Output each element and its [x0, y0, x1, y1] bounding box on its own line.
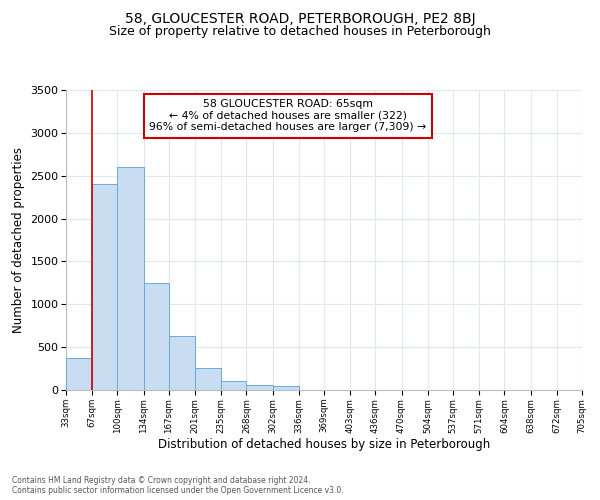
Text: 58, GLOUCESTER ROAD, PETERBOROUGH, PE2 8BJ: 58, GLOUCESTER ROAD, PETERBOROUGH, PE2 8… [125, 12, 475, 26]
Bar [247, 386, 272, 390]
Text: 58 GLOUCESTER ROAD: 65sqm
← 4% of detached houses are smaller (322)
96% of semi-: 58 GLOUCESTER ROAD: 65sqm ← 4% of detach… [149, 99, 427, 132]
Bar [118, 167, 143, 390]
Bar [92, 184, 118, 390]
Bar [66, 358, 92, 390]
Bar [272, 386, 299, 390]
Text: Contains HM Land Registry data © Crown copyright and database right 2024.
Contai: Contains HM Land Registry data © Crown c… [12, 476, 344, 495]
Bar [143, 283, 169, 390]
Bar [221, 382, 247, 390]
X-axis label: Distribution of detached houses by size in Peterborough: Distribution of detached houses by size … [158, 438, 490, 451]
Bar [169, 336, 195, 390]
Y-axis label: Number of detached properties: Number of detached properties [11, 147, 25, 333]
Bar [195, 368, 221, 390]
Text: Size of property relative to detached houses in Peterborough: Size of property relative to detached ho… [109, 25, 491, 38]
